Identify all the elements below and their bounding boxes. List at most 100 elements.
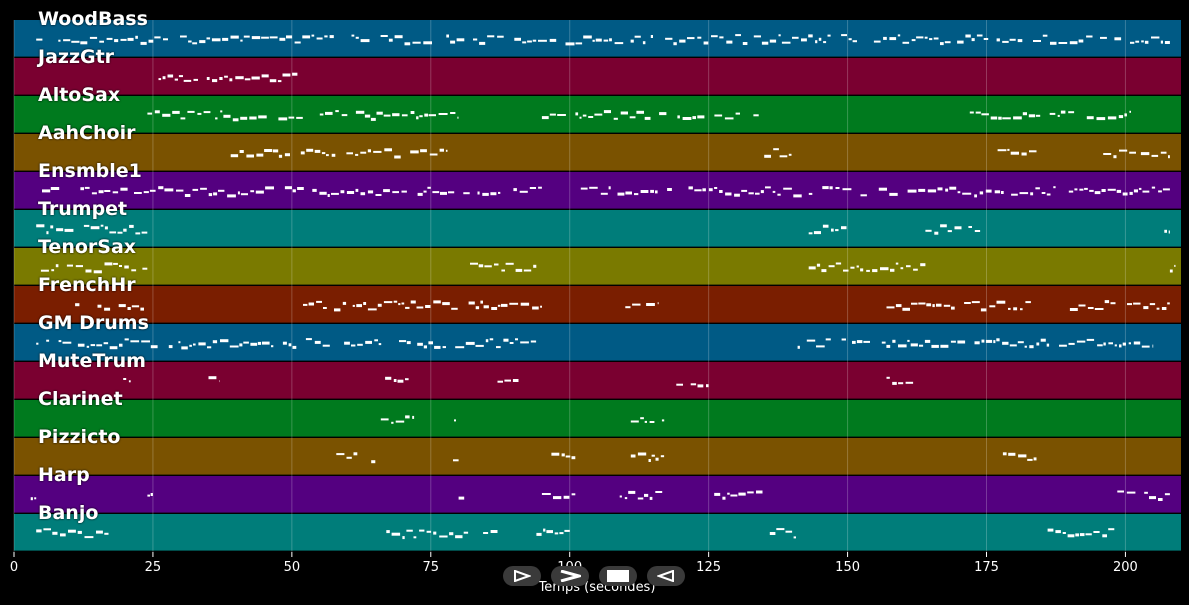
note	[600, 192, 608, 195]
note	[34, 497, 37, 500]
note	[852, 40, 857, 43]
note	[207, 346, 212, 349]
note	[1041, 192, 1046, 194]
note	[630, 420, 639, 423]
note	[117, 231, 123, 234]
note	[592, 39, 595, 42]
note	[1068, 190, 1074, 193]
note	[628, 490, 636, 494]
note	[288, 343, 292, 347]
note	[619, 495, 622, 498]
stop-button[interactable]	[599, 566, 637, 586]
note	[336, 453, 345, 456]
note	[1100, 36, 1107, 39]
note	[850, 266, 855, 269]
note	[193, 78, 198, 81]
note	[549, 113, 556, 116]
note	[933, 37, 939, 40]
track-label: GM Drums	[38, 312, 149, 334]
forward-chevron-icon	[560, 570, 581, 582]
note	[512, 379, 519, 382]
note	[463, 531, 469, 534]
note	[305, 338, 312, 341]
note	[223, 114, 231, 118]
note	[776, 528, 785, 531]
play-outline-button[interactable]	[503, 566, 541, 586]
note	[1129, 151, 1136, 154]
note	[640, 190, 649, 193]
note	[1164, 229, 1167, 233]
note	[250, 342, 258, 346]
note	[806, 339, 816, 342]
track-label: TenorSax	[38, 236, 137, 258]
note	[761, 41, 769, 45]
note	[385, 376, 392, 380]
note	[632, 303, 641, 306]
note	[319, 191, 327, 195]
note	[134, 192, 142, 194]
note	[355, 110, 365, 114]
note	[694, 189, 702, 192]
note	[697, 36, 702, 39]
note	[509, 342, 514, 344]
note	[1036, 342, 1040, 346]
note	[316, 37, 323, 40]
note	[479, 41, 486, 45]
note	[227, 194, 236, 198]
note	[530, 340, 537, 343]
note	[327, 194, 330, 197]
note	[742, 42, 748, 45]
note	[697, 384, 704, 388]
note	[331, 153, 336, 157]
note	[1086, 338, 1095, 341]
note	[725, 192, 732, 196]
note	[1151, 186, 1156, 189]
note	[489, 338, 494, 341]
note	[391, 532, 401, 536]
note	[284, 153, 290, 157]
note	[251, 36, 261, 40]
note	[902, 307, 910, 311]
note	[468, 301, 475, 305]
note	[943, 304, 951, 307]
note	[432, 191, 440, 194]
track-label: Clarinet	[38, 388, 123, 410]
note	[329, 35, 334, 39]
note	[311, 34, 315, 37]
note	[889, 192, 898, 196]
note	[118, 304, 126, 308]
note	[793, 194, 802, 198]
note	[1001, 191, 1004, 194]
note	[565, 455, 571, 458]
note	[229, 345, 239, 348]
note	[176, 189, 184, 192]
note	[450, 40, 456, 44]
note	[924, 339, 931, 343]
note	[243, 341, 249, 344]
note	[785, 530, 793, 533]
note	[219, 77, 223, 80]
note	[55, 264, 59, 268]
note	[66, 264, 73, 267]
note	[1035, 187, 1040, 190]
note	[1140, 152, 1150, 156]
note	[936, 303, 942, 307]
note	[100, 224, 104, 227]
forward-button[interactable]	[551, 566, 589, 586]
back-button[interactable]	[647, 566, 685, 586]
note	[198, 342, 206, 346]
note	[536, 532, 542, 536]
note	[1168, 230, 1170, 234]
note	[484, 265, 492, 268]
note	[378, 343, 382, 346]
note	[147, 494, 150, 497]
note	[370, 117, 376, 121]
note	[163, 38, 168, 41]
note	[376, 111, 383, 115]
note	[189, 344, 192, 347]
note	[1030, 192, 1034, 196]
note	[1102, 534, 1107, 538]
note	[856, 265, 859, 268]
note	[835, 229, 839, 232]
note	[374, 339, 378, 342]
